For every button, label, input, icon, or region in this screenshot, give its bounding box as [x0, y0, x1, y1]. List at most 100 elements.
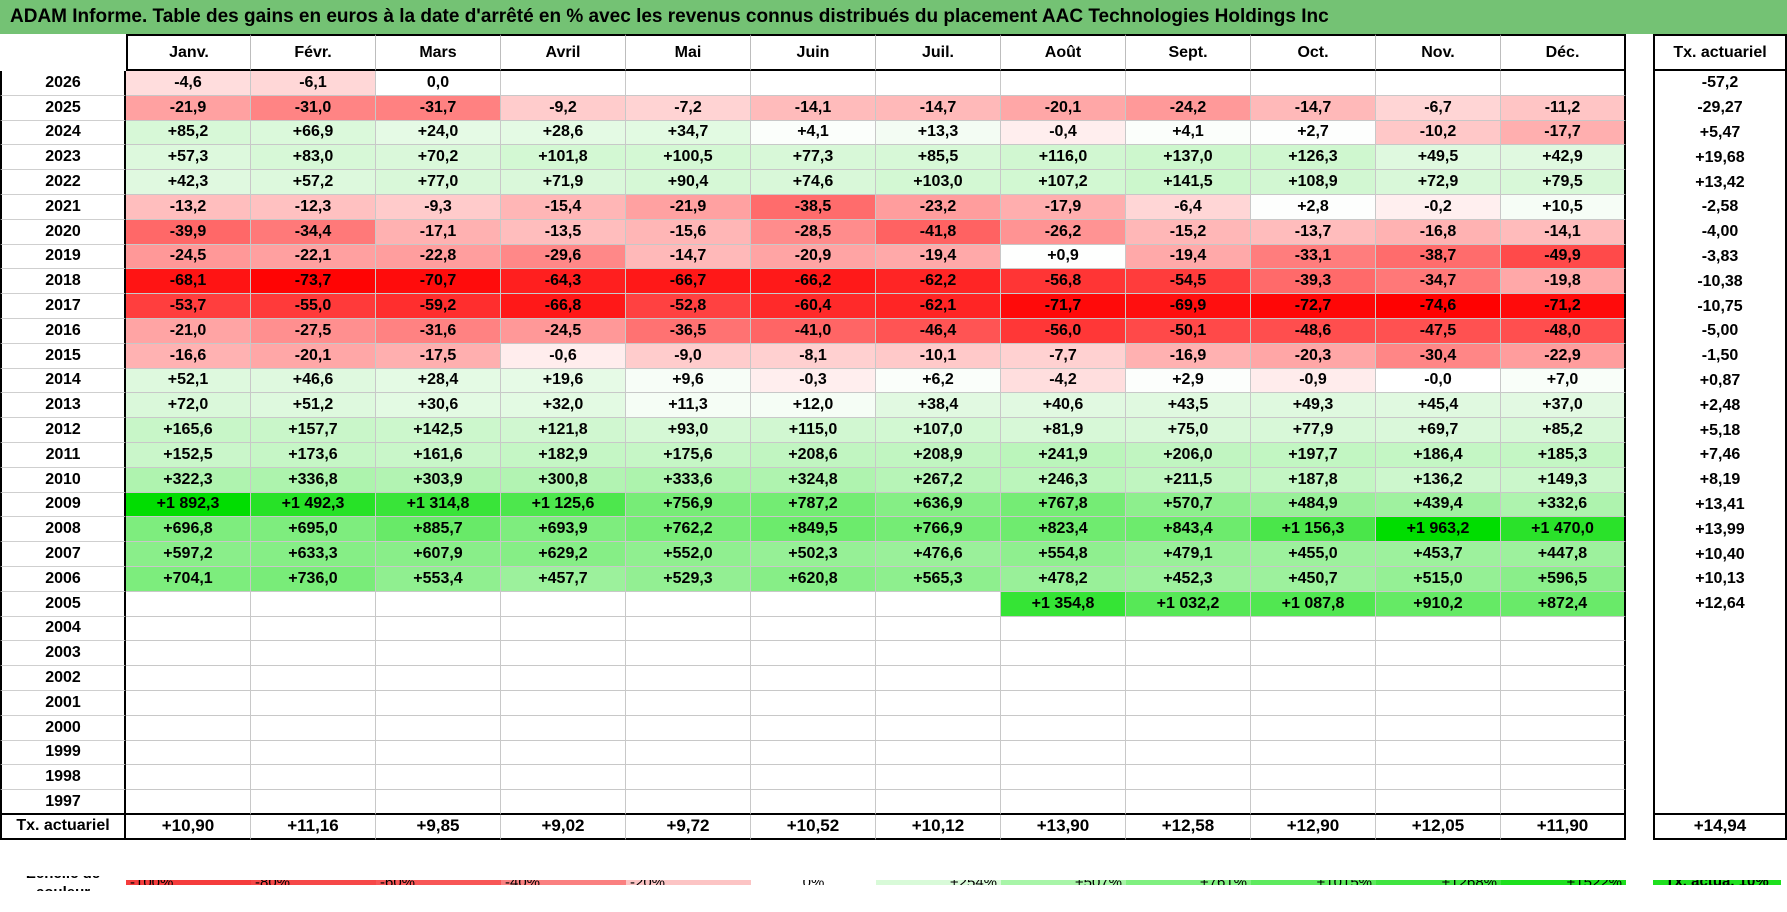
value-cell: +186,4: [1376, 442, 1501, 468]
value-cell: [376, 790, 501, 815]
value-cell: +121,8: [501, 418, 626, 443]
value-cell: -16,9: [1126, 343, 1251, 369]
value-cell: +1 963,2: [1376, 517, 1501, 543]
value-cell: [251, 715, 376, 741]
value-cell: [501, 690, 626, 716]
value-cell: +450,7: [1251, 566, 1376, 592]
spacer: [1626, 567, 1653, 592]
spacer: [1626, 468, 1653, 493]
value-cell: [876, 790, 1001, 815]
value-cell: -24,5: [501, 318, 626, 344]
gains-table: Janv. Févr. Mars Avril Mai Juin Juil. Août Sept.…: [0, 34, 1787, 912]
value-cell: +137,0: [1126, 145, 1251, 171]
spacer: [1626, 170, 1653, 195]
footer-value: +9,85: [376, 814, 501, 840]
value-cell: [1126, 690, 1251, 716]
value-cell: [126, 690, 251, 716]
year-label: 2010: [0, 467, 126, 493]
value-cell: +9,6: [626, 368, 751, 394]
value-cell: +142,5: [376, 418, 501, 443]
value-cell: +182,9: [501, 442, 626, 468]
value-cell: +762,2: [626, 517, 751, 543]
year-total-cell: -10,38: [1653, 269, 1787, 295]
value-cell: +693,9: [501, 517, 626, 543]
value-cell: -21,9: [126, 95, 251, 121]
value-cell: +484,9: [1251, 492, 1376, 518]
spacer: [1626, 195, 1653, 220]
value-cell: [876, 765, 1001, 791]
value-cell: +115,0: [751, 418, 876, 443]
value-cell: +100,5: [626, 145, 751, 171]
spacer: [1626, 220, 1653, 245]
value-cell: +108,9: [1251, 170, 1376, 195]
value-cell: +1 125,6: [501, 492, 626, 518]
year-total-cell: -10,75: [1653, 294, 1787, 319]
value-cell: -33,1: [1251, 244, 1376, 270]
year-label: 2009: [0, 492, 126, 518]
value-cell: +13,3: [876, 120, 1001, 146]
year-total-cell: +7,46: [1653, 442, 1787, 468]
value-cell: -31,7: [376, 95, 501, 121]
value-cell: -47,5: [1376, 318, 1501, 344]
value-cell: +101,8: [501, 145, 626, 171]
value-cell: [1501, 666, 1626, 691]
spacer: [1626, 790, 1653, 815]
year-total-cell: -57,2: [1653, 71, 1787, 96]
value-cell: -4,6: [126, 71, 251, 96]
value-cell: 0,0: [376, 71, 501, 96]
value-cell: -27,5: [251, 318, 376, 344]
month-header: Déc.: [1501, 34, 1626, 71]
value-cell: +77,0: [376, 170, 501, 195]
value-cell: [1001, 616, 1126, 642]
value-cell: +7,0: [1501, 368, 1626, 394]
value-cell: +1 470,0: [1501, 517, 1626, 543]
value-cell: +597,2: [126, 542, 251, 567]
value-cell: +596,5: [1501, 566, 1626, 592]
value-cell: [126, 740, 251, 766]
year-total-cell: -2,58: [1653, 194, 1787, 220]
year-label: 2004: [0, 616, 126, 642]
value-cell: [1251, 616, 1376, 642]
value-cell: -10,1: [876, 343, 1001, 369]
year-label: 2008: [0, 517, 126, 543]
year-label: 2012: [0, 418, 126, 443]
value-cell: +2,7: [1251, 120, 1376, 146]
value-cell: +107,2: [1001, 170, 1126, 195]
value-cell: -66,7: [626, 269, 751, 295]
value-cell: +300,8: [501, 467, 626, 493]
year-label: 1999: [0, 740, 126, 766]
value-cell: +66,9: [251, 120, 376, 146]
value-cell: [1001, 740, 1126, 766]
year-total-cell: -3,83: [1653, 244, 1787, 270]
value-cell: [751, 690, 876, 716]
year-label: 2021: [0, 194, 126, 220]
year-total-cell: +0,87: [1653, 368, 1787, 394]
value-cell: -14,7: [876, 95, 1001, 121]
value-cell: -41,0: [751, 318, 876, 344]
value-cell: [1501, 740, 1626, 766]
value-cell: [251, 666, 376, 691]
scale-label: Echelle de couleur: [0, 876, 126, 891]
value-cell: [376, 690, 501, 716]
spacer: [1501, 840, 1626, 876]
value-cell: [1251, 690, 1376, 716]
value-cell: [1376, 790, 1501, 815]
value-cell: -16,6: [126, 343, 251, 369]
value-cell: +38,4: [876, 393, 1001, 419]
value-cell: +633,3: [251, 542, 376, 567]
value-cell: [1376, 740, 1501, 766]
value-cell: +766,9: [876, 517, 1001, 543]
year-label: 1997: [0, 790, 126, 815]
value-cell: -19,8: [1501, 269, 1626, 295]
value-cell: +452,3: [1126, 566, 1251, 592]
value-cell: [876, 616, 1001, 642]
spacer: [1626, 716, 1653, 741]
value-cell: +85,2: [1501, 418, 1626, 443]
value-cell: -0,4: [1001, 120, 1126, 146]
spacer: [1626, 319, 1653, 344]
value-cell: [1376, 765, 1501, 791]
value-cell: +116,0: [1001, 145, 1126, 171]
value-cell: -20,1: [1001, 95, 1126, 121]
value-cell: +152,5: [126, 442, 251, 468]
value-cell: -17,5: [376, 343, 501, 369]
